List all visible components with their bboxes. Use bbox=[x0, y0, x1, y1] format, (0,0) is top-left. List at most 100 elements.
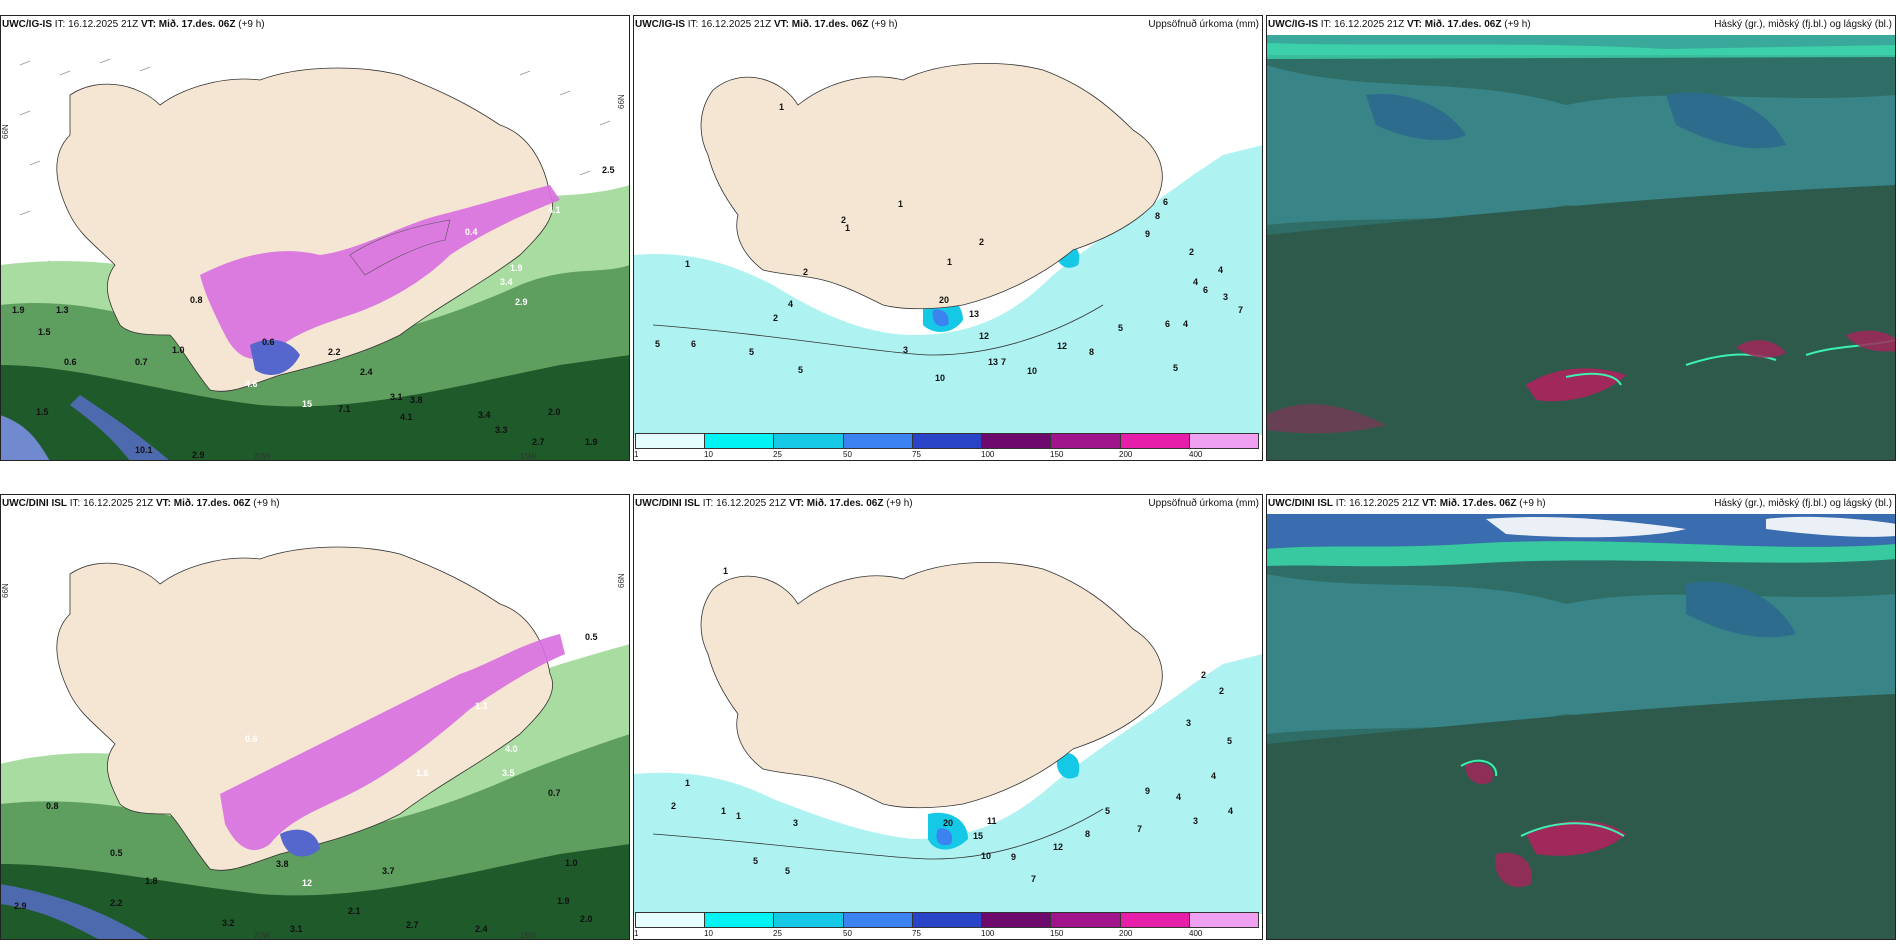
snow-num: 0.6 bbox=[64, 357, 77, 367]
precip-num: 10 bbox=[935, 373, 945, 383]
precip-num: 1 bbox=[685, 259, 690, 269]
model-name: UWC/IG-IS bbox=[635, 19, 685, 30]
snow-num: 12 bbox=[302, 878, 312, 888]
legend-cell bbox=[1120, 913, 1190, 927]
precip-num: 12 bbox=[1057, 341, 1067, 351]
legend-tick: 1 bbox=[634, 450, 639, 459]
vt-value: Mið. 17.des. 06Z bbox=[1424, 19, 1502, 30]
snow-numbers: 0.8 0.5 2.9 2.2 1.8 3.8 12 3.1 3.2 2.1 2… bbox=[14, 632, 598, 934]
precip-map-svg: 1 2 1 1 3 5 5 20 15 11 10 9 7 12 8 5 7 9… bbox=[633, 514, 1263, 914]
snow-num: 1.9 bbox=[585, 437, 598, 447]
precip-num: 6 bbox=[1165, 319, 1170, 329]
snow-num: 10.1 bbox=[135, 445, 153, 455]
precip-num: 7 bbox=[1137, 824, 1142, 834]
it-value: 16.12.2025 21Z bbox=[68, 19, 139, 30]
precip-num: 12 bbox=[979, 331, 989, 341]
legend-tick: 150 bbox=[1050, 450, 1064, 459]
snow-map: 0.8 0.5 2.9 2.2 1.8 3.8 12 3.1 3.2 2.1 2… bbox=[0, 514, 630, 940]
precip-num: 3 bbox=[1223, 292, 1228, 302]
model-name: UWC/DINI ISL bbox=[2, 498, 67, 509]
panel-precip-dini: UWC/DINI ISL IT: 16.12.2025 21Z VT: Mið.… bbox=[633, 494, 1263, 940]
snow-num: 1.3 bbox=[56, 305, 69, 315]
precip-num: 5 bbox=[749, 347, 754, 357]
cloud-map bbox=[1266, 514, 1896, 940]
legend-tick: 10 bbox=[704, 450, 713, 459]
vt-label: VT: bbox=[1406, 19, 1422, 30]
snow-map-svg: 1.9 1.5 1.3 0.6 0.7 1.5 4.6 7.1 3.1 3.8 … bbox=[0, 35, 630, 461]
precip-title: Uppsöfnuð úrkoma (mm) bbox=[1148, 498, 1259, 509]
precip-num: 5 bbox=[798, 365, 803, 375]
panel-header: UWC/DINI ISL IT: 16.12.2025 21Z VT: Mið.… bbox=[1268, 498, 1546, 509]
precip-num: 2 bbox=[803, 267, 808, 277]
legend-tick: 400 bbox=[1189, 450, 1203, 459]
legend-cell bbox=[912, 434, 983, 448]
model-name: UWC/DINI ISL bbox=[635, 498, 700, 509]
lead-time: (+9 h) bbox=[238, 19, 265, 30]
panel-header: UWC/IG-IS IT: 16.12.2025 21Z VT: Mið. 17… bbox=[2, 19, 265, 30]
precip-map-svg: 1 2 1 1 2 5 6 5 5 2 4 3 20 13 12 10 7 10… bbox=[633, 35, 1263, 435]
snow-num: 2.5 bbox=[602, 165, 615, 175]
precip-num: 4 bbox=[1193, 277, 1198, 287]
precip-num: 5 bbox=[753, 856, 758, 866]
snow-num: 1.8 bbox=[145, 876, 158, 886]
it-value: 16.12.2025 21Z bbox=[1334, 19, 1405, 30]
snow-num: 3.3 bbox=[495, 425, 508, 435]
precip-num: 5 bbox=[785, 866, 790, 876]
panel-snow-dini: UWC/DINI ISL IT: 16.12.2025 21Z VT: Mið.… bbox=[0, 494, 630, 940]
legend-tick: 200 bbox=[1119, 450, 1133, 459]
snow-num: 0.6 bbox=[245, 734, 258, 744]
precip-num: 6 bbox=[1163, 197, 1168, 207]
precip-numbers: 1 2 1 1 3 5 5 20 15 11 10 9 7 12 8 5 7 9… bbox=[671, 566, 1233, 884]
legend-cell bbox=[1189, 913, 1258, 927]
legend-colorbar bbox=[635, 912, 1259, 928]
precip-num: 9 bbox=[1011, 852, 1016, 862]
legend-cell bbox=[1051, 913, 1121, 927]
precip-num: 5 bbox=[1173, 363, 1178, 373]
snow-num: 0.6 bbox=[262, 337, 275, 347]
precip-num: 2 bbox=[979, 237, 984, 247]
legend-tick: 150 bbox=[1050, 929, 1064, 938]
legend-tick: 400 bbox=[1189, 929, 1203, 938]
precip-num: 9 bbox=[1145, 229, 1150, 239]
precip-legend: 1 10 25 50 75 100 150 200 400 bbox=[634, 433, 1259, 459]
snow-num: 2.0 bbox=[548, 407, 561, 417]
snow-num: 1.5 bbox=[36, 407, 49, 417]
it-label: IT: bbox=[687, 19, 699, 30]
it-label: IT: bbox=[69, 498, 81, 509]
precip-num: 5 bbox=[1227, 736, 1232, 746]
precip-num: 20 bbox=[943, 818, 953, 828]
it-label: IT: bbox=[54, 19, 66, 30]
cloud-map bbox=[1266, 35, 1896, 461]
axis-label: 66N bbox=[617, 573, 626, 588]
precip-num: 12 bbox=[1053, 842, 1063, 852]
vt-value: Mið. 17.des. 06Z bbox=[173, 498, 251, 509]
axis-label: 20W bbox=[254, 452, 271, 461]
precip-num: 2 bbox=[671, 801, 676, 811]
snow-num: 1.9 bbox=[510, 263, 523, 273]
precip-num: 13 bbox=[969, 309, 979, 319]
precip-num: 5 bbox=[1105, 806, 1110, 816]
precip-num: 10 bbox=[1027, 366, 1037, 376]
it-value: 16.12.2025 21Z bbox=[1349, 498, 1420, 509]
vt-label: VT: bbox=[155, 498, 171, 509]
panel-cloud-dini: UWC/DINI ISL IT: 16.12.2025 21Z VT: Mið.… bbox=[1266, 494, 1896, 940]
snow-num: 1.0 bbox=[172, 345, 185, 355]
snow-num: 2.4 bbox=[475, 924, 488, 934]
legend-cell bbox=[1189, 434, 1258, 448]
snow-map: 1.9 1.5 1.3 0.6 0.7 1.5 4.6 7.1 3.1 3.8 … bbox=[0, 35, 630, 461]
snow-num: 2.0 bbox=[580, 914, 593, 924]
snow-num: 3.8 bbox=[410, 395, 423, 405]
legend-tick: 25 bbox=[773, 450, 782, 459]
snow-num: 2.2 bbox=[328, 347, 341, 357]
snow-num: 1.0 bbox=[565, 858, 578, 868]
legend-cell bbox=[636, 913, 706, 927]
vt-value: Mið. 17.des. 06Z bbox=[806, 498, 884, 509]
snow-num: 3.4 bbox=[478, 410, 491, 420]
precip-num: 7 bbox=[1238, 305, 1243, 315]
legend-tick: 25 bbox=[773, 929, 782, 938]
axis-label: 66N bbox=[1, 583, 10, 598]
lead-time: (+9 h) bbox=[886, 498, 913, 509]
snow-num: 3.1 bbox=[390, 392, 403, 402]
snow-num: 7.1 bbox=[338, 404, 351, 414]
axis-label: 66N bbox=[617, 94, 626, 109]
